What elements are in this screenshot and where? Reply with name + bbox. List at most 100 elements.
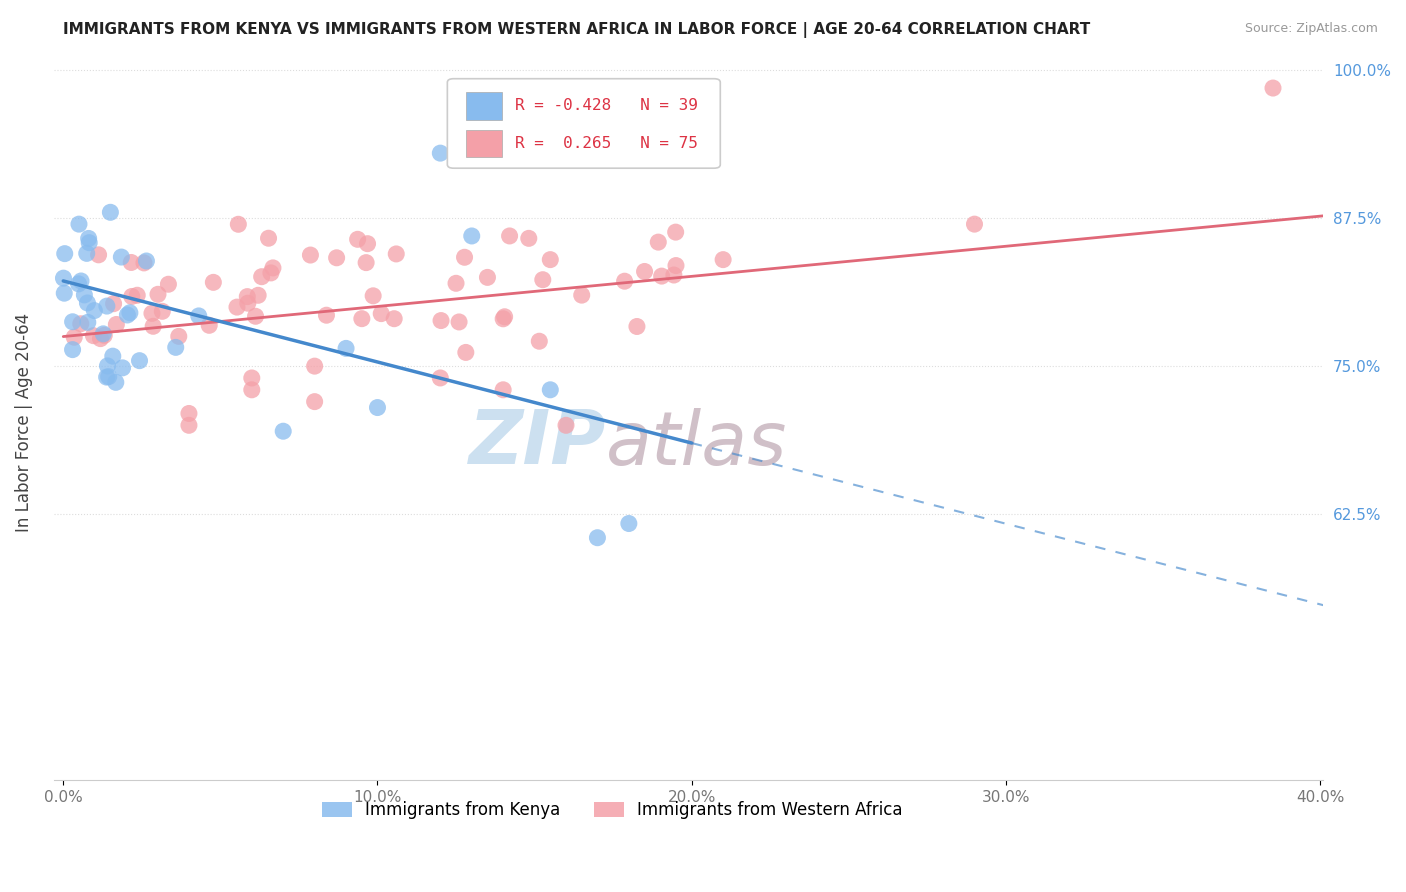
Point: [429, 146, 451, 161]
Point: [492, 311, 515, 326]
Point: [83, 303, 105, 318]
Point: [449, 315, 471, 329]
Point: [325, 251, 347, 265]
Point: [165, 340, 187, 354]
Point: [662, 268, 685, 282]
Point: [73, 288, 96, 302]
Point: [529, 334, 551, 349]
Point: [260, 266, 283, 280]
Point: [454, 345, 477, 359]
Point: [141, 306, 163, 320]
Point: [63, 330, 86, 344]
Point: [96, 370, 118, 384]
Point: [555, 418, 578, 433]
Point: [665, 259, 688, 273]
Point: [538, 252, 561, 267]
Point: [350, 311, 373, 326]
Point: [247, 288, 270, 302]
Point: [91, 326, 114, 341]
Point: [571, 288, 593, 302]
Point: [240, 371, 263, 385]
Point: [1261, 81, 1284, 95]
Point: [121, 289, 143, 303]
Legend: Immigrants from Kenya, Immigrants from Western Africa: Immigrants from Kenya, Immigrants from W…: [315, 795, 910, 826]
Point: [304, 359, 326, 373]
Point: [97, 369, 120, 384]
Text: R = -0.428   N = 39: R = -0.428 N = 39: [515, 98, 697, 113]
Point: [146, 287, 169, 301]
Point: [93, 328, 115, 343]
Point: [711, 252, 734, 267]
Point: [117, 308, 139, 322]
Point: [240, 383, 263, 397]
Point: [76, 246, 98, 260]
Point: [62, 315, 84, 329]
Point: [651, 269, 673, 284]
Point: [385, 247, 408, 261]
Point: [128, 353, 150, 368]
Point: [498, 229, 520, 244]
Y-axis label: In Labor Force | Age 20-64: In Labor Force | Age 20-64: [15, 313, 32, 532]
Point: [96, 359, 118, 373]
Point: [100, 205, 122, 219]
Point: [157, 277, 180, 292]
Point: [356, 236, 378, 251]
Text: ZIP: ZIP: [468, 408, 606, 480]
Point: [104, 376, 127, 390]
Point: [453, 250, 475, 264]
Point: [665, 225, 688, 239]
Point: [346, 232, 368, 246]
Point: [586, 531, 609, 545]
Point: [53, 246, 76, 260]
Point: [101, 349, 124, 363]
Point: [76, 315, 98, 329]
Point: [304, 394, 326, 409]
Point: [67, 217, 90, 231]
Text: atlas: atlas: [606, 408, 787, 480]
Point: [429, 371, 451, 385]
Point: [626, 319, 648, 334]
Point: [257, 231, 280, 245]
Point: [361, 289, 384, 303]
Point: [111, 360, 134, 375]
Point: [617, 516, 640, 531]
Point: [236, 290, 259, 304]
Point: [105, 318, 128, 332]
Point: [228, 217, 250, 231]
Text: Source: ZipAtlas.com: Source: ZipAtlas.com: [1244, 22, 1378, 36]
Point: [271, 424, 294, 438]
Point: [226, 300, 249, 314]
Point: [67, 277, 90, 291]
Point: [177, 418, 200, 433]
Point: [76, 296, 98, 310]
Point: [335, 342, 357, 356]
Point: [52, 271, 75, 285]
FancyBboxPatch shape: [467, 92, 502, 120]
Point: [70, 274, 93, 288]
Point: [135, 254, 157, 268]
Point: [245, 310, 267, 324]
Point: [87, 248, 110, 262]
Point: [370, 307, 392, 321]
Point: [613, 274, 636, 288]
Point: [127, 288, 149, 302]
Point: [167, 329, 190, 343]
Point: [633, 264, 655, 278]
Point: [177, 407, 200, 421]
Point: [647, 235, 669, 249]
Point: [963, 217, 986, 231]
Point: [494, 310, 516, 324]
Point: [142, 319, 165, 334]
Point: [315, 308, 337, 322]
Text: R =  0.265   N = 75: R = 0.265 N = 75: [515, 136, 697, 152]
Point: [517, 231, 540, 245]
Point: [382, 311, 405, 326]
FancyBboxPatch shape: [447, 78, 720, 169]
Point: [366, 401, 388, 415]
Point: [69, 317, 91, 331]
Point: [461, 229, 484, 244]
Point: [202, 276, 225, 290]
Point: [118, 306, 141, 320]
Point: [96, 299, 118, 313]
Point: [187, 309, 209, 323]
